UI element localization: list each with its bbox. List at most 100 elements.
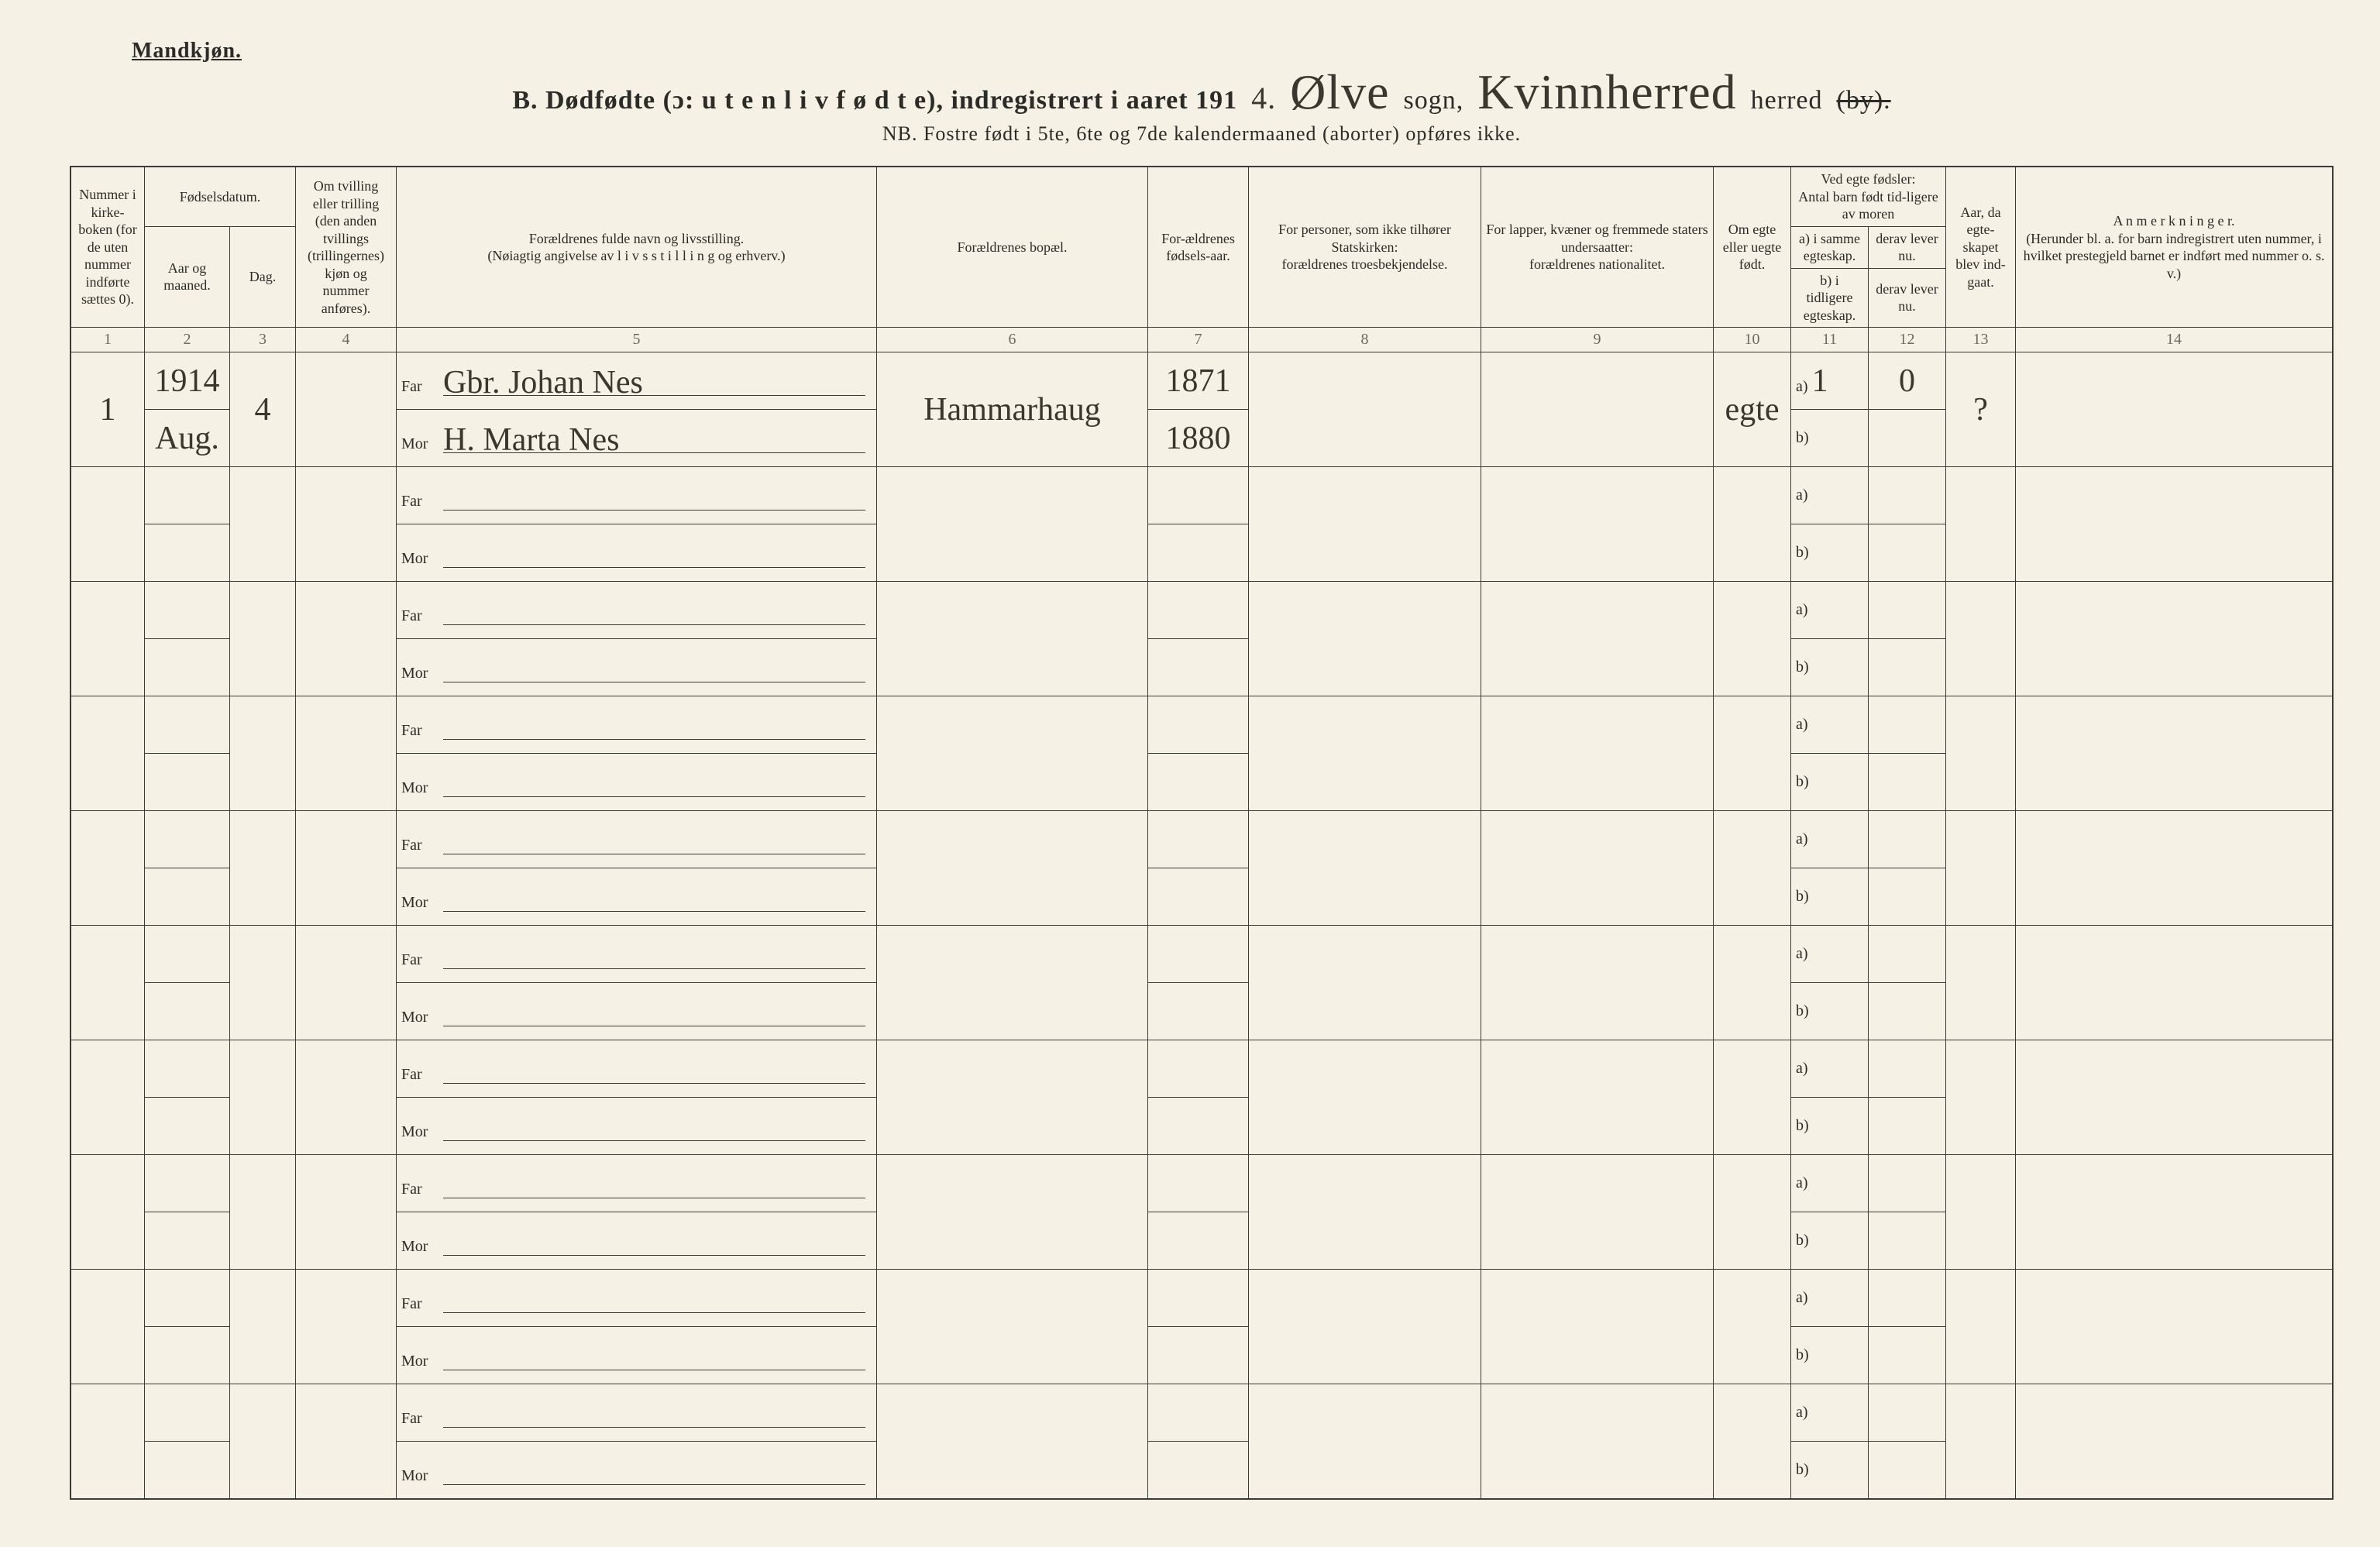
cell: 1914 <box>145 352 230 410</box>
cell <box>71 1384 145 1499</box>
colnum-8: 8 <box>1249 328 1481 352</box>
cell: b) <box>1791 868 1869 926</box>
cell: 4 <box>230 352 296 467</box>
cell <box>2016 1384 2333 1499</box>
cell <box>145 811 230 868</box>
cell <box>296 926 397 1040</box>
cell: a) <box>1791 1384 1869 1442</box>
herred-handwritten: Kvinnherred <box>1477 77 1736 107</box>
cell <box>71 696 145 811</box>
cell <box>1249 582 1481 696</box>
cell <box>1946 811 2016 926</box>
th-5: Forældrenes fulde navn og livsstilling. … <box>397 167 877 328</box>
cell: Mor <box>397 1098 877 1155</box>
cell <box>230 1040 296 1155</box>
th-11-top: Ved egte fødsler: Antal barn født tid-li… <box>1791 167 1946 227</box>
cell <box>1481 696 1714 811</box>
cell <box>1148 639 1249 696</box>
cell <box>1869 868 1946 926</box>
th-12b: derav lever nu. <box>1869 268 1946 328</box>
title-lead: B. Dødfødte (ɔ: u t e n l i v f ø d t e)… <box>512 86 1237 115</box>
cell <box>877 1384 1148 1499</box>
cell <box>296 582 397 696</box>
cell <box>1249 1384 1481 1499</box>
cell <box>230 1384 296 1499</box>
cell <box>1481 811 1714 926</box>
cell <box>145 926 230 983</box>
cell: a) <box>1791 1155 1869 1212</box>
cell <box>230 926 296 1040</box>
cell: b) <box>1791 1212 1869 1270</box>
cell <box>145 1442 230 1499</box>
cell <box>1946 696 2016 811</box>
cell <box>1249 467 1481 582</box>
cell <box>145 1040 230 1098</box>
cell <box>1714 696 1791 811</box>
cell <box>1148 926 1249 983</box>
cell: Aug. <box>145 410 230 467</box>
by-struck: (by). <box>1837 86 1891 115</box>
cell <box>1869 811 1946 868</box>
cell <box>145 983 230 1040</box>
cell <box>1481 582 1714 696</box>
cell: b) <box>1791 1327 1869 1384</box>
cell <box>296 696 397 811</box>
gender-label: Mandkjøn. <box>132 39 2303 64</box>
cell <box>230 582 296 696</box>
th-6: Forældrenes bopæl. <box>877 167 1148 328</box>
cell <box>71 1270 145 1384</box>
th-4: Om tvilling eller trilling (den anden tv… <box>296 167 397 328</box>
cell <box>1869 926 1946 983</box>
colnum-13: 13 <box>1946 328 2016 352</box>
cell <box>1869 1212 1946 1270</box>
herred-label: herred <box>1751 86 1823 115</box>
cell <box>230 811 296 926</box>
cell <box>296 467 397 582</box>
cell <box>1869 1442 1946 1499</box>
sogn-label: sogn, <box>1404 86 1464 115</box>
cell <box>145 754 230 811</box>
cell <box>2016 926 2333 1040</box>
page-header: Mandkjøn. B. Dødfødte (ɔ: u t e n l i v … <box>70 39 2334 146</box>
colnum-3: 3 <box>230 328 296 352</box>
cell <box>230 467 296 582</box>
title-line: B. Dødfødte (ɔ: u t e n l i v f ø d t e)… <box>101 77 2303 116</box>
cell <box>145 868 230 926</box>
th-9: For lapper, kvæner og fremmede staters u… <box>1481 167 1714 328</box>
colnum-12: 12 <box>1869 328 1946 352</box>
cell: Hammarhaug <box>877 352 1148 467</box>
cell <box>1148 1098 1249 1155</box>
cell <box>1481 1384 1714 1499</box>
cell <box>145 1327 230 1384</box>
th-8: For personer, som ikke tilhører Statskir… <box>1249 167 1481 328</box>
th-10: Om egte eller uegte født. <box>1714 167 1791 328</box>
cell <box>145 696 230 754</box>
cell <box>1148 467 1249 524</box>
cell: Mor <box>397 754 877 811</box>
cell <box>1869 696 1946 754</box>
cell: a) <box>1791 582 1869 639</box>
cell <box>1249 1040 1481 1155</box>
cell <box>1481 1155 1714 1270</box>
cell: a) <box>1791 1270 1869 1327</box>
register-table-wrap: Nummer i kirke-boken (for de uten nummer… <box>70 166 2334 1500</box>
cell <box>1148 754 1249 811</box>
cell: Far <box>397 926 877 983</box>
cell <box>145 1384 230 1442</box>
cell: b) <box>1791 1442 1869 1499</box>
cell <box>1946 582 2016 696</box>
cell <box>1148 1040 1249 1098</box>
cell <box>1148 868 1249 926</box>
cell <box>1481 467 1714 582</box>
th-2: Aar og maaned. <box>145 226 230 328</box>
column-number-row: 1 2 3 4 5 6 7 8 9 10 11 12 13 14 <box>71 328 2333 352</box>
cell: 1 <box>71 352 145 467</box>
cell <box>145 1155 230 1212</box>
cell <box>1714 1270 1791 1384</box>
cell <box>1148 1384 1249 1442</box>
table-row: Fara) <box>71 696 2333 754</box>
cell <box>2016 352 2333 467</box>
cell <box>1714 467 1791 582</box>
th-2-top: Fødselsdatum. <box>145 167 296 227</box>
cell <box>1869 467 1946 524</box>
